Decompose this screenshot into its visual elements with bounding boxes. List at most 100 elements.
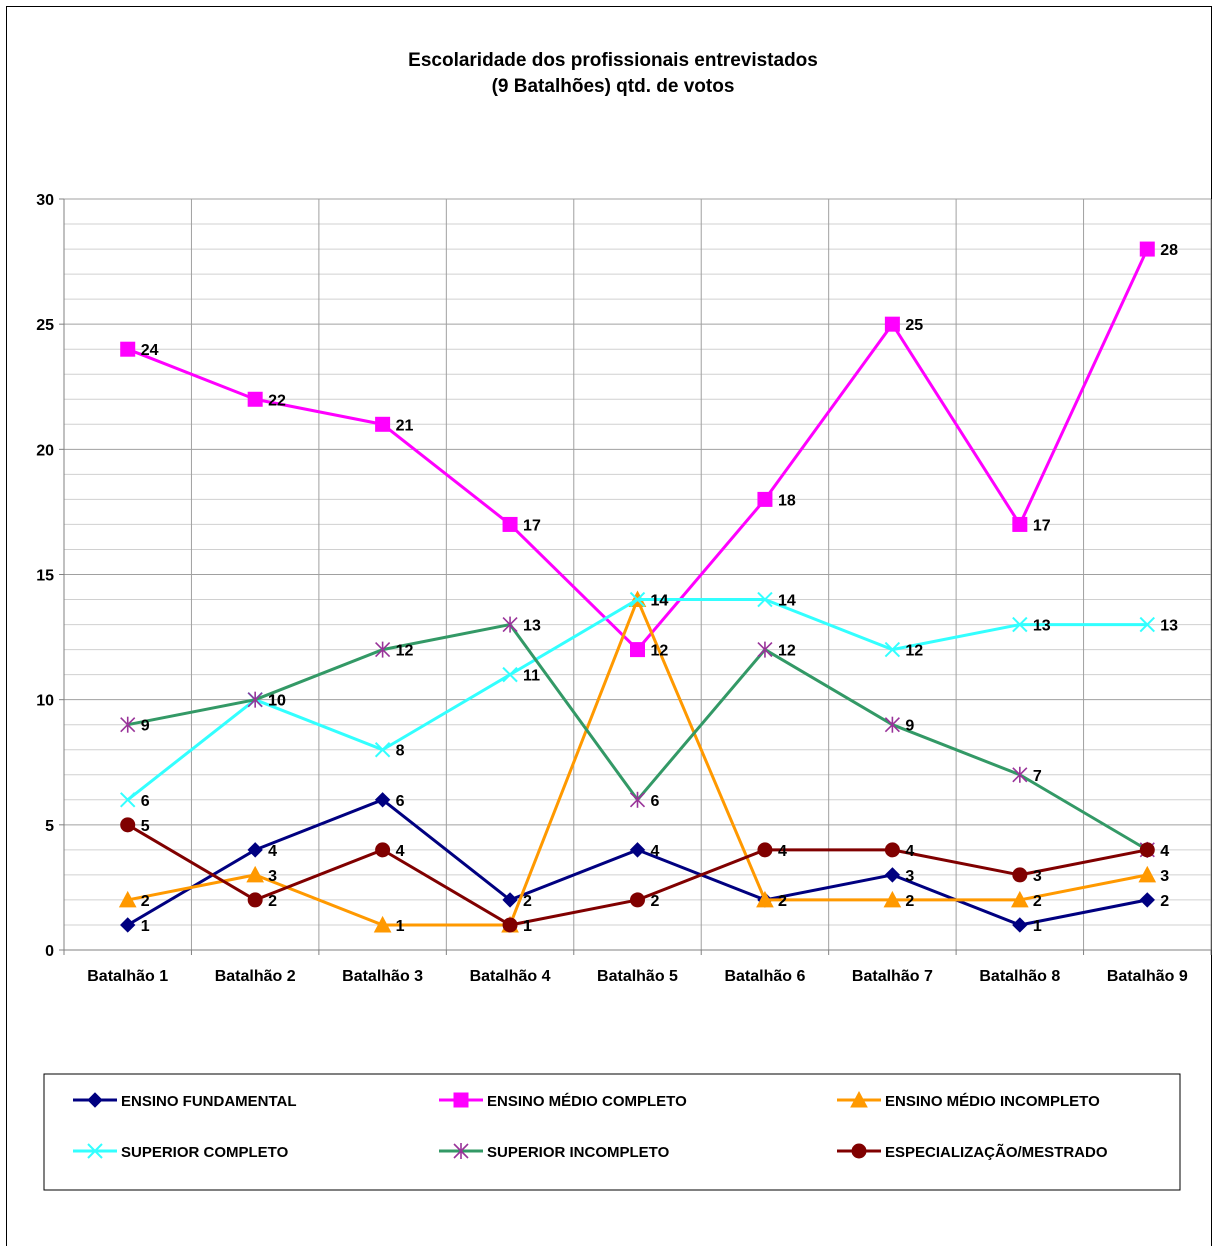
legend-item: ENSINO FUNDAMENTAL xyxy=(73,1092,297,1110)
data-label: 1 xyxy=(1033,918,1042,935)
data-label: 6 xyxy=(141,793,150,810)
data-label: 13 xyxy=(523,618,541,635)
data-point xyxy=(1139,842,1155,858)
data-point xyxy=(884,867,901,883)
legend-marker xyxy=(850,1090,868,1108)
data-point xyxy=(884,641,901,658)
data-point xyxy=(502,666,518,683)
series-layer xyxy=(118,241,1157,933)
y-tick-label: 15 xyxy=(36,568,54,585)
y-tick-label: 0 xyxy=(45,943,54,960)
data-label: 3 xyxy=(1033,868,1042,885)
data-label: 18 xyxy=(778,492,796,509)
data-point xyxy=(247,691,263,708)
data-label: 17 xyxy=(523,517,541,534)
data-label: 4 xyxy=(905,843,914,860)
x-tick-label: Batalhão 6 xyxy=(724,968,805,985)
data-label: 2 xyxy=(1160,893,1169,910)
data-label: 3 xyxy=(1160,868,1169,885)
legend-item: SUPERIOR COMPLETO xyxy=(73,1143,289,1161)
data-point xyxy=(757,591,773,608)
data-point xyxy=(375,842,391,858)
data-point xyxy=(629,791,646,808)
legend-label: ENSINO FUNDAMENTAL xyxy=(121,1093,297,1110)
legend-label: SUPERIOR COMPLETO xyxy=(121,1144,289,1161)
chart-title-line-2: (9 Batalhões) qtd. de votos xyxy=(492,76,735,97)
data-point xyxy=(757,842,773,858)
data-point xyxy=(630,642,645,658)
legend-box xyxy=(43,1073,1181,1191)
data-point xyxy=(884,842,900,858)
data-label: 10 xyxy=(268,693,286,710)
legend: ENSINO FUNDAMENTAL ENSINO MÉDIO COMPLETO E… xyxy=(43,1073,1181,1191)
data-label: 11 xyxy=(523,668,540,685)
data-label: 5 xyxy=(141,818,150,835)
data-label: 2 xyxy=(523,893,532,910)
data-label: 12 xyxy=(778,643,796,660)
legend-item: ESPECIALIZAÇÃO/MESTRADO xyxy=(837,1143,1108,1161)
data-label: 1 xyxy=(523,918,532,935)
data-point xyxy=(883,890,902,908)
data-point xyxy=(1139,241,1155,257)
x-tick-label: Batalhão 8 xyxy=(979,968,1060,985)
data-point xyxy=(374,792,391,808)
data-label: 25 xyxy=(905,317,923,334)
data-point xyxy=(375,416,391,432)
data-label: 4 xyxy=(1160,843,1169,860)
x-tick-label: Batalhão 5 xyxy=(597,968,678,985)
data-point xyxy=(1012,917,1028,933)
data-label: 21 xyxy=(396,417,414,434)
data-point xyxy=(1138,865,1157,883)
data-label: 9 xyxy=(905,718,914,735)
data-label: 12 xyxy=(905,643,923,660)
data-label: 12 xyxy=(396,643,414,660)
data-point xyxy=(757,641,773,658)
data-point xyxy=(120,917,136,933)
legend-marker xyxy=(851,1143,867,1159)
x-tick-label: Batalhão 7 xyxy=(852,968,933,985)
data-point xyxy=(247,391,263,407)
data-label: 2 xyxy=(268,893,277,910)
data-label: 10 xyxy=(268,693,286,710)
data-label: 4 xyxy=(1160,843,1169,860)
data-label: 12 xyxy=(651,643,669,660)
data-point xyxy=(1012,616,1028,633)
data-label: 17 xyxy=(1033,517,1051,534)
data-label: 2 xyxy=(1033,893,1042,910)
data-point xyxy=(502,917,518,933)
data-label: 6 xyxy=(396,793,405,810)
data-point xyxy=(630,892,645,908)
data-label: 2 xyxy=(651,893,660,910)
y-tick-label: 25 xyxy=(36,317,54,334)
line-chart: Escolaridade dos profissionais entrevist… xyxy=(36,50,1212,1191)
legend-label: SUPERIOR INCOMPLETO xyxy=(487,1144,670,1161)
data-point xyxy=(120,716,136,733)
gridlines xyxy=(64,198,1212,950)
data-point xyxy=(502,616,518,633)
data-point xyxy=(1012,766,1028,783)
series-6 xyxy=(120,817,1155,933)
x-tick-label: Batalhão 9 xyxy=(1107,968,1188,985)
x-tick-label: Batalhão 2 xyxy=(215,968,296,985)
data-point xyxy=(118,890,137,908)
data-label: 13 xyxy=(1160,618,1178,635)
data-point xyxy=(502,892,518,908)
y-tick-label: 30 xyxy=(36,192,54,209)
series-2 xyxy=(120,241,1155,658)
data-point xyxy=(756,890,774,908)
data-label: 4 xyxy=(651,843,660,860)
data-point xyxy=(1012,867,1028,883)
data-point xyxy=(629,591,646,608)
legend-label: ENSINO MÉDIO INCOMPLETO xyxy=(885,1093,1100,1110)
series-5 xyxy=(120,616,1155,858)
data-label: 2 xyxy=(905,893,914,910)
data-point xyxy=(629,842,646,858)
data-label: 4 xyxy=(778,843,787,860)
x-tick-label: Batalhão 4 xyxy=(470,968,551,985)
data-label: 14 xyxy=(778,593,796,610)
legend-item: ENSINO MÉDIO COMPLETO xyxy=(439,1092,687,1110)
legend-item: SUPERIOR INCOMPLETO xyxy=(439,1143,670,1161)
data-point xyxy=(502,516,518,532)
